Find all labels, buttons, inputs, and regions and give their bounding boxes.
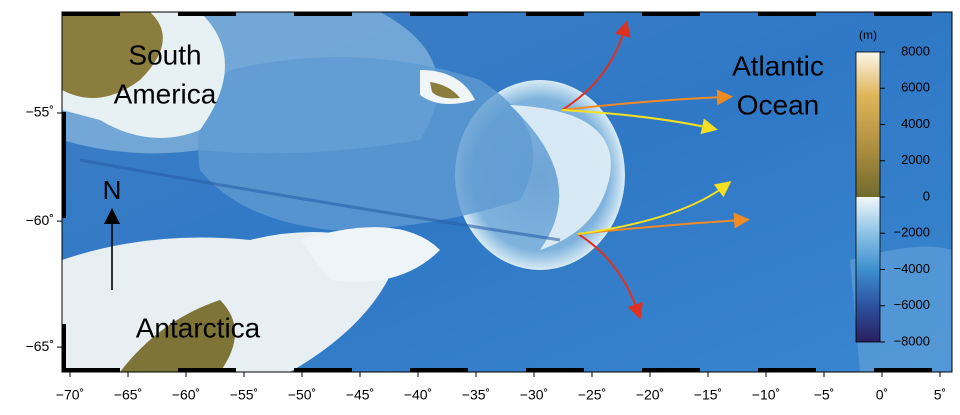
colorbar-unit: (m) <box>859 28 877 42</box>
y-tick-label: −65˚ <box>26 338 54 354</box>
colorbar-tick-label: 0 <box>923 188 930 203</box>
x-tick-label: −40˚ <box>404 387 432 403</box>
x-tick-label: −50˚ <box>288 387 316 403</box>
x-tick-label: 0˚ <box>876 387 888 403</box>
region-label: Atlantic <box>732 50 824 81</box>
colorbar-tick-label: −2000 <box>893 225 930 240</box>
x-tick-label: −35˚ <box>462 387 490 403</box>
x-tick-label: −10˚ <box>752 387 780 403</box>
x-tick-label: 5˚ <box>934 387 946 403</box>
x-tick-label: −20˚ <box>636 387 664 403</box>
colorbar-tick-label: 8000 <box>901 43 930 58</box>
y-tick-label: −55˚ <box>26 104 54 120</box>
x-tick-label: −5˚ <box>814 387 835 403</box>
region-label: Antarctica <box>136 312 261 343</box>
colorbar-tick-label: −8000 <box>893 333 930 348</box>
y-tick-label: −60˚ <box>26 212 54 228</box>
colorbar-tick-label: −4000 <box>893 261 930 276</box>
colorbar-tick-label: 6000 <box>901 80 930 95</box>
colorbar-tick-label: 2000 <box>901 152 930 167</box>
x-tick-label: −55˚ <box>230 387 258 403</box>
colorbar-tick-label: −6000 <box>893 297 930 312</box>
x-tick-label: −30˚ <box>520 387 548 403</box>
x-tick-label: −25˚ <box>578 387 606 403</box>
x-tick-label: −70˚ <box>56 387 84 403</box>
colorbar <box>856 52 880 342</box>
region-label: America <box>114 78 217 109</box>
north-label: N <box>103 175 122 205</box>
colorbar-tick-label: 4000 <box>901 116 930 131</box>
x-tick-label: −60˚ <box>172 387 200 403</box>
x-tick-label: −15˚ <box>694 387 722 403</box>
x-tick-label: −65˚ <box>114 387 142 403</box>
map-figure: (m) N −70˚ −65˚ −60˚ −55˚ −50˚ −45˚ −40˚ −35˚ −3… <box>0 0 960 410</box>
x-tick-label: −45˚ <box>346 387 374 403</box>
region-label: Ocean <box>737 89 820 120</box>
region-label: South <box>128 39 201 70</box>
